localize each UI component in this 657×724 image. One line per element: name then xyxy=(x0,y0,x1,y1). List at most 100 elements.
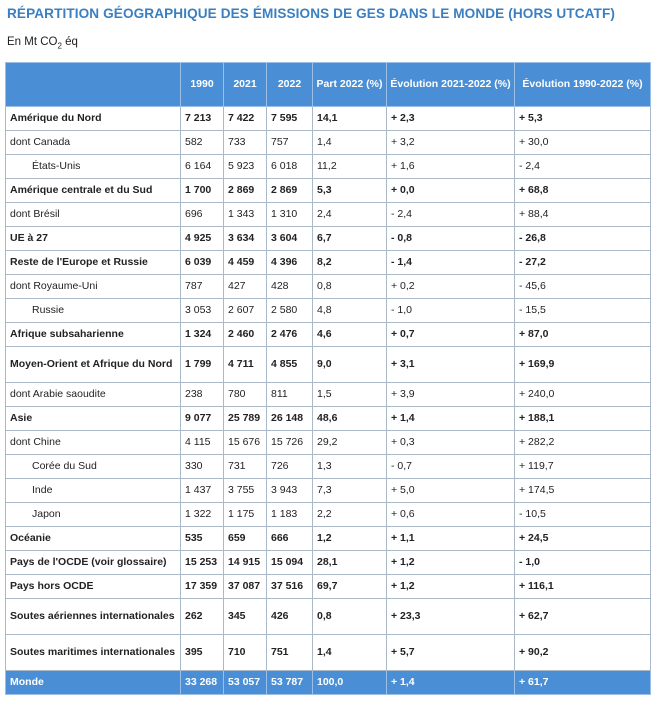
value-2021: 733 xyxy=(223,130,267,155)
header-part-2022: Part 2022 (%) xyxy=(312,62,387,107)
part-2022: 1,4 xyxy=(312,634,387,671)
part-2022: 29,2 xyxy=(312,430,387,455)
value-1990: 6 164 xyxy=(180,154,224,179)
evolution-1990-2022: + 88,4 xyxy=(514,202,651,227)
part-2022: 1,2 xyxy=(312,526,387,551)
value-1990: 1 437 xyxy=(180,478,224,503)
row-label: Asie xyxy=(5,406,181,431)
value-2021: 53 057 xyxy=(223,670,267,695)
value-1990: 1 324 xyxy=(180,322,224,347)
value-1990: 4 925 xyxy=(180,226,224,251)
value-2021: 780 xyxy=(223,382,267,407)
part-2022: 0,8 xyxy=(312,598,387,635)
header-2021: 2021 xyxy=(223,62,267,107)
value-2021: 2 869 xyxy=(223,178,267,203)
row-label: dont Chine xyxy=(5,430,181,455)
evolution-1990-2022: - 26,8 xyxy=(514,226,651,251)
row-label: Océanie xyxy=(5,526,181,551)
emissions-table: 1990 2021 2022 Part 2022 (%) Évolution 2… xyxy=(5,62,651,695)
row-label: dont Brésil xyxy=(5,202,181,227)
evolution-2021-2022: + 5,0 xyxy=(386,478,515,503)
header-row: 1990 2021 2022 Part 2022 (%) Évolution 2… xyxy=(5,62,651,107)
value-2022: 53 787 xyxy=(266,670,313,695)
evolution-2021-2022: - 2,4 xyxy=(386,202,515,227)
value-2022: 3 604 xyxy=(266,226,313,251)
header-2022: 2022 xyxy=(266,62,313,107)
value-2021: 1 175 xyxy=(223,502,267,527)
value-1990: 395 xyxy=(180,634,224,671)
value-2022: 3 943 xyxy=(266,478,313,503)
evolution-2021-2022: + 1,4 xyxy=(386,406,515,431)
row-label: dont Canada xyxy=(5,130,181,155)
header-region xyxy=(5,62,181,107)
part-2022: 7,3 xyxy=(312,478,387,503)
value-2021: 3 755 xyxy=(223,478,267,503)
table-row: Inde 1 437 3 755 3 943 7,3 + 5,0 + 174,5 xyxy=(5,478,651,503)
evolution-2021-2022: - 1,0 xyxy=(386,298,515,323)
row-label: Monde xyxy=(5,670,181,695)
value-1990: 330 xyxy=(180,454,224,479)
header-evolution-2021-2022: Évolution 2021-2022 (%) xyxy=(386,62,515,107)
evolution-1990-2022: - 45,6 xyxy=(514,274,651,299)
evolution-2021-2022: + 1,2 xyxy=(386,574,515,599)
value-2021: 5 923 xyxy=(223,154,267,179)
value-1990: 33 268 xyxy=(180,670,224,695)
value-2021: 2 460 xyxy=(223,322,267,347)
value-2021: 345 xyxy=(223,598,267,635)
table-row: Asie 9 077 25 789 26 148 48,6 + 1,4 + 188,1 xyxy=(5,406,651,431)
table-body: Amérique du Nord 7 213 7 422 7 595 14,1 + 2,3… xyxy=(5,106,651,695)
row-label: Inde xyxy=(5,478,181,503)
value-1990: 535 xyxy=(180,526,224,551)
row-label: Soutes maritimes internationales xyxy=(5,634,181,671)
unit-subscript: 2 xyxy=(57,41,62,51)
value-2022: 1 310 xyxy=(266,202,313,227)
table-row: Pays hors OCDE 17 359 37 087 37 516 69,7 + 1,… xyxy=(5,574,651,599)
part-2022: 14,1 xyxy=(312,106,387,131)
evolution-1990-2022: + 87,0 xyxy=(514,322,651,347)
value-2021: 15 676 xyxy=(223,430,267,455)
part-2022: 48,6 xyxy=(312,406,387,431)
evolution-1990-2022: + 30,0 xyxy=(514,130,651,155)
part-2022: 4,6 xyxy=(312,322,387,347)
evolution-2021-2022: + 0,7 xyxy=(386,322,515,347)
evolution-1990-2022: + 174,5 xyxy=(514,478,651,503)
value-2022: 2 476 xyxy=(266,322,313,347)
value-2022: 15 094 xyxy=(266,550,313,575)
part-2022: 1,4 xyxy=(312,130,387,155)
evolution-2021-2022: + 23,3 xyxy=(386,598,515,635)
evolution-2021-2022: + 1,2 xyxy=(386,550,515,575)
table-title: RÉPARTITION GÉOGRAPHIQUE DES ÉMISSIONS D… xyxy=(7,6,615,21)
evolution-1990-2022: - 2,4 xyxy=(514,154,651,179)
table-row: Soutes aériennes internationales 262 345 42… xyxy=(5,598,651,635)
evolution-2021-2022: + 1,6 xyxy=(386,154,515,179)
row-label: UE à 27 xyxy=(5,226,181,251)
row-label: Reste de l'Europe et Russie xyxy=(5,250,181,275)
value-2021: 1 343 xyxy=(223,202,267,227)
value-1990: 1 799 xyxy=(180,346,224,383)
value-1990: 582 xyxy=(180,130,224,155)
part-2022: 9,0 xyxy=(312,346,387,383)
header-evolution-1990-2022: Évolution 1990-2022 (%) xyxy=(514,62,651,107)
evolution-2021-2022: - 0,7 xyxy=(386,454,515,479)
value-2022: 726 xyxy=(266,454,313,479)
row-label: Pays hors OCDE xyxy=(5,574,181,599)
value-2022: 37 516 xyxy=(266,574,313,599)
value-2021: 4 459 xyxy=(223,250,267,275)
value-1990: 787 xyxy=(180,274,224,299)
evolution-1990-2022: - 15,5 xyxy=(514,298,651,323)
evolution-1990-2022: + 282,2 xyxy=(514,430,651,455)
value-1990: 7 213 xyxy=(180,106,224,131)
value-2021: 2 607 xyxy=(223,298,267,323)
table-row: Monde 33 268 53 057 53 787 100,0 + 1,4 + 61,7 xyxy=(5,670,651,695)
table-row: dont Chine 4 115 15 676 15 726 29,2 + 0,3 + 28… xyxy=(5,430,651,455)
row-label: Pays de l'OCDE (voir glossaire) xyxy=(5,550,181,575)
part-2022: 2,2 xyxy=(312,502,387,527)
row-label: Afrique subsaharienne xyxy=(5,322,181,347)
evolution-2021-2022: + 3,1 xyxy=(386,346,515,383)
evolution-2021-2022: + 1,4 xyxy=(386,670,515,695)
value-1990: 4 115 xyxy=(180,430,224,455)
value-1990: 262 xyxy=(180,598,224,635)
row-label: Moyen-Orient et Afrique du Nord xyxy=(5,346,181,383)
part-2022: 5,3 xyxy=(312,178,387,203)
value-1990: 238 xyxy=(180,382,224,407)
